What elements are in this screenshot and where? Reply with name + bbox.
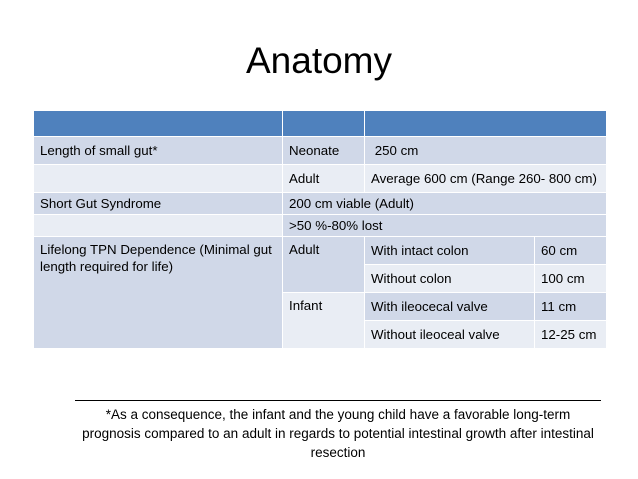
neonate-value: 250 cm <box>374 143 419 158</box>
table-row: Length of small gut* Neonate 250 cm <box>33 136 607 165</box>
table-header-row <box>33 110 607 137</box>
table-row: >50 %-80% lost <box>33 214 607 237</box>
sgs-value2-cell: >50 %-80% lost <box>282 214 607 237</box>
neonate-cell: Neonate <box>282 136 365 165</box>
without-colon-value-cell: 100 cm <box>534 264 607 293</box>
anatomy-table: Length of small gut* Neonate 250 cm Adul… <box>33 110 607 349</box>
tpn-infant-cell: Infant <box>282 292 365 349</box>
footnote: *As a consequence, the infant and the yo… <box>82 407 594 460</box>
header-cell <box>364 110 607 137</box>
without-ileoceal-value-cell: 12-25 cm <box>534 320 607 349</box>
table-row: Without ileoceal valve 12-25 cm <box>34 320 607 349</box>
table-row: Infant With ileocecal valve 11 cm <box>34 292 607 349</box>
ileocecal-value-cell: 11 cm <box>534 292 607 321</box>
header-cell <box>33 110 283 137</box>
ileocecal-cell: With ileocecal valve <box>364 292 535 321</box>
table-row: Short Gut Syndrome 200 cm viable (Adult) <box>33 192 607 215</box>
tpn-label-cell: Lifelong TPN Dependence (Minimal gut len… <box>33 236 283 349</box>
table-row: Without colon 100 cm <box>34 264 607 293</box>
table-row: Adult Average 600 cm (Range 260- 800 cm) <box>33 164 607 193</box>
empty-cell <box>33 164 283 193</box>
intact-colon-cell: With intact colon <box>364 236 535 265</box>
without-ileoceal-cell: Without ileoceal valve <box>364 320 535 349</box>
tpn-adult-cell: Adult <box>282 236 365 293</box>
length-label-cell: Length of small gut* <box>33 136 283 165</box>
table-row: Lifelong TPN Dependence (Minimal gut len… <box>33 236 607 349</box>
adult-value-cell: Average 600 cm (Range 260- 800 cm) <box>364 164 607 193</box>
slide-title: Anatomy <box>245 40 392 81</box>
without-colon-cell: Without colon <box>364 264 535 293</box>
sgs-label-cell: Short Gut Syndrome <box>33 192 283 215</box>
sgs-value-cell: 200 cm viable (Adult) <box>282 192 607 215</box>
intact-colon-value-cell: 60 cm <box>534 236 607 265</box>
neonate-value-cell: 250 cm <box>364 136 607 165</box>
empty-cell <box>33 214 283 237</box>
header-cell <box>282 110 365 137</box>
footnote-divider <box>75 400 601 401</box>
adult-cell: Adult <box>282 164 365 193</box>
